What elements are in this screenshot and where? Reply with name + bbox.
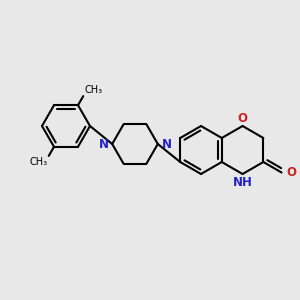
Text: O: O [238,112,248,124]
Text: O: O [286,166,296,179]
Text: N: N [99,137,109,151]
Text: N: N [161,137,171,151]
Text: CH₃: CH₃ [85,85,103,94]
Text: CH₃: CH₃ [29,158,47,167]
Text: NH: NH [232,176,253,188]
